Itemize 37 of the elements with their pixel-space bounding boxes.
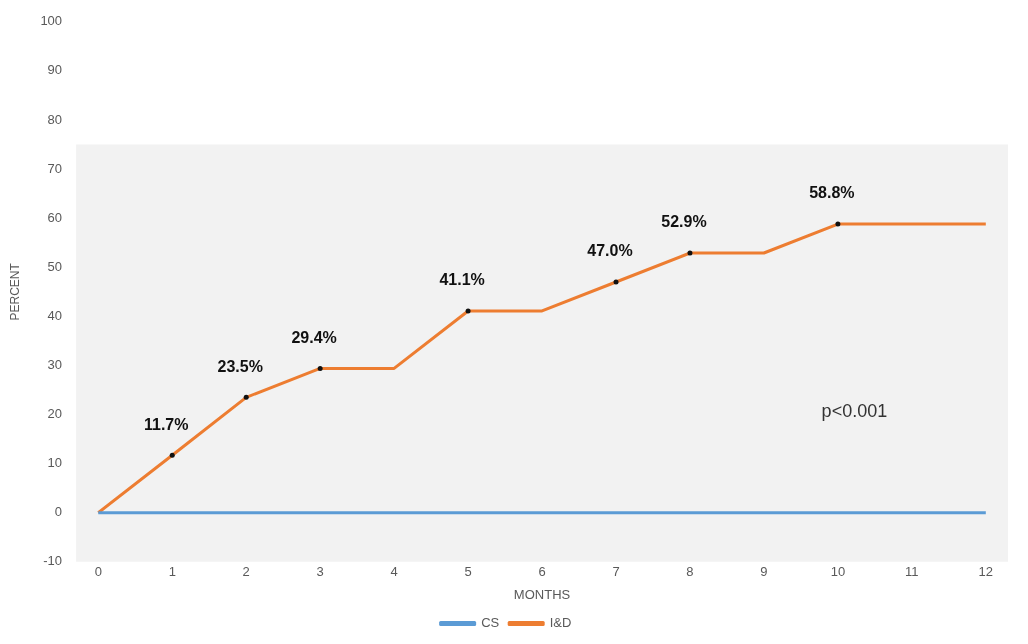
y-tick-label: -10: [43, 553, 63, 569]
x-tick-label: 11: [905, 564, 919, 580]
y-tick-label: 50: [47, 258, 63, 274]
x-tick-label: 1: [168, 564, 176, 580]
data-label: 29.4%: [291, 328, 337, 346]
x-tick-label: 0: [94, 564, 102, 580]
data-label: 47.0%: [587, 242, 633, 260]
data-label: 52.9%: [661, 213, 707, 231]
y-tick-label: 10: [47, 455, 63, 471]
legend-label: CS: [481, 615, 500, 631]
y-tick-label: 20: [47, 406, 63, 422]
data-label: 11.7%: [144, 415, 189, 433]
y-tick-label: 30: [47, 357, 63, 373]
x-tick-label: 4: [390, 564, 398, 580]
x-tick-label: 6: [538, 564, 546, 580]
y-tick-label: 40: [47, 307, 63, 323]
x-tick-label: 10: [830, 564, 846, 580]
y-tick-label: 80: [47, 111, 63, 127]
data-label: 58.8%: [809, 184, 855, 202]
x-tick-label: 2: [242, 564, 250, 580]
data-label: 41.1%: [439, 271, 485, 289]
legend-label: I&D: [549, 615, 572, 631]
annotation: p<0.001: [821, 401, 888, 422]
y-axis-title: PERCENT: [7, 262, 22, 321]
y-tick-label: 100: [40, 13, 63, 29]
y-tick-label: 90: [47, 62, 63, 78]
data-label: 23.5%: [217, 357, 263, 375]
y-tick-label: 70: [47, 160, 63, 176]
y-tick-label: 0: [54, 504, 63, 520]
x-tick-label: 8: [686, 564, 694, 580]
x-axis-title: MONTHS: [513, 586, 571, 602]
y-tick-label: 60: [47, 209, 63, 225]
x-tick-label: 5: [464, 564, 472, 580]
x-tick-label: 9: [760, 564, 768, 580]
x-tick-label: 12: [978, 564, 994, 580]
x-tick-label: 7: [612, 564, 620, 580]
x-tick-label: 3: [316, 564, 324, 580]
